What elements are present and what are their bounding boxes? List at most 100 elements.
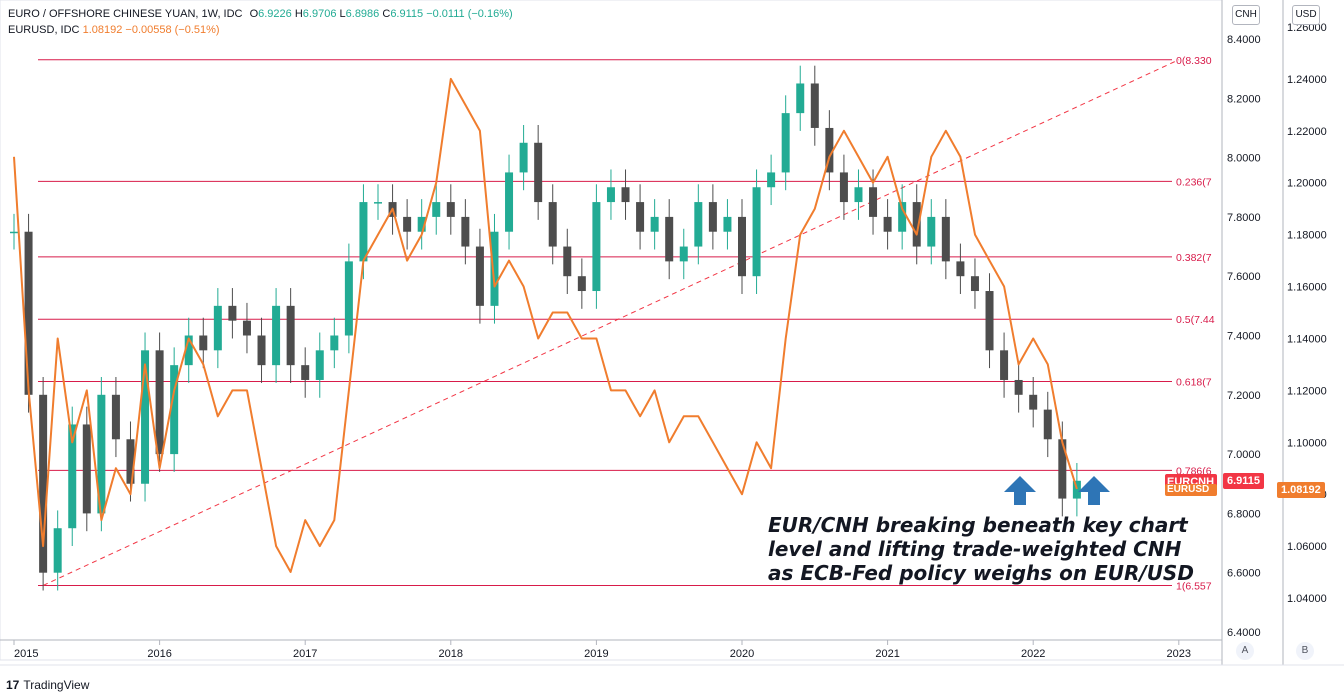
candle-body	[490, 231, 499, 306]
x-tick-label: 2019	[584, 648, 608, 660]
y-right-tick-label: 1.16000	[1287, 282, 1327, 294]
candle-body	[665, 216, 674, 262]
candle-body	[68, 424, 77, 529]
legend-row-eurusd: EURUSD, IDC 1.08192 −0.00558 (−0.51%)	[8, 22, 513, 38]
second-title: EURUSD, IDC	[8, 24, 80, 36]
axes: 2015 2016 2017 2018 2019 2020 2021 2022 2023 8.40…	[0, 0, 1344, 666]
candle-body	[24, 231, 33, 395]
low-label: L	[339, 8, 346, 20]
y-right-tick-label: 1.14000	[1287, 333, 1327, 345]
candle-body	[825, 127, 834, 173]
brand-name: TradingView	[23, 678, 90, 692]
low-value: 6.8986	[345, 8, 380, 20]
x-tick-label: 2023	[1167, 648, 1191, 660]
candle-body	[272, 305, 281, 366]
y-left-tick-label: 6.6000	[1227, 568, 1261, 580]
candle-body	[374, 202, 382, 204]
candle-body	[679, 246, 688, 262]
y-left-tick-label: 7.0000	[1227, 449, 1261, 461]
tradingview-logo-icon: 17	[6, 678, 20, 692]
candle-body	[344, 261, 353, 336]
candle-body	[170, 365, 179, 455]
usd-unit-button[interactable]: USD	[1292, 5, 1320, 25]
eurcnh-candles	[10, 65, 1081, 591]
candle-body	[650, 216, 659, 232]
y-right-tick-label: 1.20000	[1287, 178, 1327, 190]
candle-body	[141, 350, 150, 484]
candle-body	[10, 231, 18, 234]
close-value: 6.9115	[390, 8, 424, 20]
candle-body	[738, 216, 746, 277]
candle-body	[199, 335, 208, 351]
candle-body	[39, 394, 48, 573]
candle-body	[621, 187, 630, 203]
trend-line	[42, 59, 1180, 586]
x-tick-label: 2020	[730, 648, 754, 660]
candle-body	[184, 335, 193, 366]
y-left-tick-label: 8.2000	[1227, 93, 1261, 105]
candle-body	[330, 335, 339, 351]
open-value: 6.9226	[258, 8, 292, 20]
candle-body	[723, 216, 732, 232]
y-right-tick-label: 1.04000	[1287, 593, 1327, 605]
candle-body	[1014, 379, 1023, 395]
x-tick-label: 2021	[875, 648, 899, 660]
scale-b-button[interactable]: B	[1296, 642, 1314, 660]
candle-body	[927, 216, 936, 247]
candle-body	[810, 83, 819, 128]
candle-body	[286, 305, 295, 366]
candle-body	[1029, 394, 1038, 410]
up-arrow-icon	[1004, 476, 1036, 505]
candle-body	[257, 335, 266, 366]
candle-body	[636, 202, 645, 232]
candle-body	[126, 439, 135, 484]
y-right-tick-label: 1.26000	[1287, 22, 1327, 34]
second-close: 1.08192	[82, 24, 123, 36]
candle-body	[796, 83, 805, 114]
candle-body	[563, 246, 572, 277]
candle-body	[1072, 480, 1081, 499]
candle-body	[839, 172, 848, 203]
candle-body	[228, 305, 237, 321]
eurusd-series-line	[13, 77, 1078, 573]
eurusd-price-tag: 1.08192	[1277, 482, 1325, 498]
y-left-tick-label: 6.8000	[1227, 508, 1261, 520]
candle-body	[417, 216, 426, 232]
tradingview-footer[interactable]: 17 TradingView	[6, 678, 89, 692]
candle-body	[213, 305, 222, 351]
candle-body	[111, 394, 120, 440]
fibonacci-levels: 0(8.3300.236(70.382(70.5(7.440.618(70.78…	[38, 55, 1215, 592]
change-value: −0.0111 (−0.16%)	[426, 8, 513, 20]
annotation-line-1: EUR/CNH breaking beneath key chart	[768, 513, 1188, 537]
y-right-tick-label: 1.18000	[1287, 230, 1327, 242]
candle-body	[752, 187, 761, 277]
annotation-line-3: as ECB-Fed policy weighs on EUR/USD	[768, 561, 1194, 585]
candle-body	[446, 202, 455, 217]
y-right-tick-label: 1.12000	[1287, 385, 1327, 397]
up-arrow-icon	[1078, 476, 1110, 505]
scale-a-button[interactable]: A	[1236, 642, 1254, 660]
y-right-tick-label: 1.10000	[1287, 437, 1327, 449]
candle-body	[1000, 350, 1009, 380]
candle-body	[82, 424, 91, 514]
legend-row-eurcnh: EURO / OFFSHORE CHINESE YUAN, 1W, IDC O6…	[8, 6, 513, 22]
legend-title: EURO / OFFSHORE CHINESE YUAN, 1W, IDC	[8, 8, 243, 20]
candle-body	[606, 187, 615, 203]
candle-body	[242, 320, 251, 336]
candle-body	[708, 202, 717, 232]
candle-body	[941, 216, 950, 262]
fib-level-label: 1(6.557	[1176, 580, 1212, 592]
fib-level-label: 0.618(7	[1176, 376, 1212, 388]
candle-body	[519, 142, 528, 173]
candle-body	[883, 216, 892, 232]
candle-body	[359, 202, 368, 262]
cnh-unit-button[interactable]: CNH	[1232, 5, 1260, 25]
y-left-tick-label: 7.4000	[1227, 331, 1261, 343]
candle-body	[869, 187, 878, 217]
y-right-tick-label: 1.24000	[1287, 74, 1327, 86]
candle-body	[461, 216, 470, 247]
arrows	[1004, 476, 1110, 505]
x-tick-label: 2016	[147, 648, 171, 660]
fib-level-label: 0(8.330	[1176, 55, 1212, 67]
